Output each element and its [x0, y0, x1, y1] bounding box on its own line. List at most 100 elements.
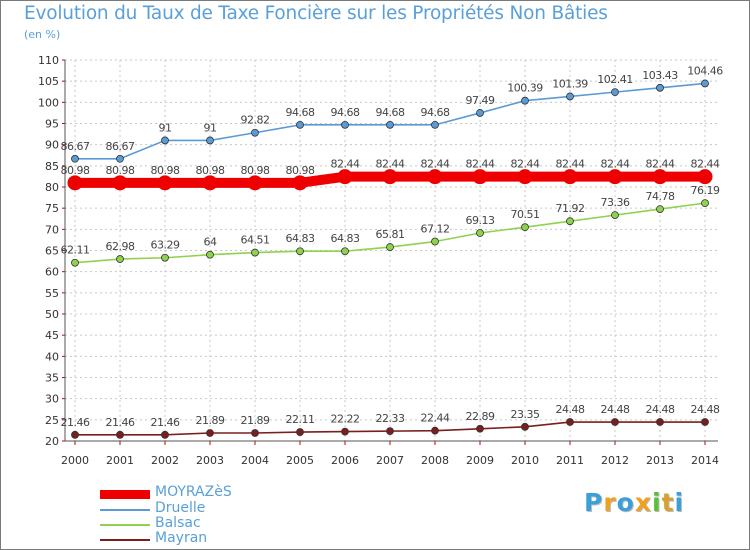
- y-tick-label-100: 100: [38, 96, 59, 109]
- point-druelle-2001: [116, 154, 124, 163]
- data-label-druelle-2012: 102.41: [597, 73, 633, 86]
- point-balsac-2002: [161, 253, 169, 262]
- point-balsac-2006: [341, 247, 349, 256]
- x-tick-label-2009: 2009: [466, 454, 494, 467]
- y-tick-label-20: 20: [45, 435, 59, 448]
- series-points: [67, 79, 713, 439]
- logo-letter-2: o: [616, 488, 635, 517]
- data-label-balsac-2002: 63.29: [151, 239, 180, 252]
- data-label-moyrazès-2009: 82.44: [466, 158, 495, 171]
- data-label-mayran-2003: 21.89: [196, 414, 225, 427]
- x-tick-label-2013: 2013: [646, 454, 674, 467]
- point-druelle-2007: [386, 120, 394, 129]
- data-label-moyrazès-2010: 82.44: [511, 158, 540, 171]
- proxiti-logo: Proxiti: [584, 488, 684, 517]
- data-label-balsac-2009: 69.13: [466, 214, 495, 227]
- data-label-balsac-2006: 64.83: [331, 232, 360, 245]
- data-label-moyrazès-2007: 82.44: [376, 158, 405, 171]
- data-label-balsac-2007: 65.81: [376, 228, 405, 241]
- legend-swatch-mayran: [100, 539, 150, 541]
- data-label-moyrazès-2005: 80.98: [286, 164, 315, 177]
- y-tick-label-25: 25: [45, 414, 59, 427]
- y-tick-label-90: 90: [45, 139, 59, 152]
- data-label-druelle-2010: 100.39: [507, 82, 543, 95]
- logo-letter-4: i: [652, 488, 662, 517]
- logo-letter-3: x: [634, 488, 652, 517]
- data-label-mayran-2012: 24.48: [601, 403, 630, 416]
- point-moyrazès-2003: [202, 175, 218, 191]
- data-label-balsac-2008: 67.12: [421, 223, 450, 236]
- legend-swatch-druelle: [100, 509, 150, 511]
- y-tick-label-110: 110: [38, 54, 59, 67]
- point-moyrazès-2010: [517, 169, 533, 185]
- legend-label-mayran: Mayran: [155, 530, 208, 546]
- x-tick-label-2005: 2005: [286, 454, 314, 467]
- data-label-moyrazès-2014: 82.44: [691, 158, 720, 171]
- data-label-druelle-2014: 104.46: [687, 64, 723, 77]
- point-moyrazès-2002: [157, 175, 173, 191]
- data-label-mayran-2007: 22.33: [376, 412, 405, 425]
- data-label-druelle-2001: 86.67: [106, 140, 135, 153]
- y-tick-label-60: 60: [45, 266, 59, 279]
- y-tick-label-85: 85: [45, 160, 59, 173]
- point-balsac-2001: [116, 255, 124, 263]
- y-tick-label-30: 30: [45, 393, 59, 406]
- point-mayran-2001: [116, 430, 124, 439]
- data-label-moyrazès-2006: 82.44: [331, 158, 360, 171]
- y-tick-label-45: 45: [45, 329, 59, 342]
- point-moyrazès-2011: [562, 169, 578, 185]
- point-mayran-2013: [656, 418, 664, 426]
- point-druelle-2009: [476, 109, 484, 117]
- point-moyrazès-2008: [427, 169, 443, 185]
- x-tick-label-2014: 2014: [691, 454, 719, 467]
- x-tick-label-2010: 2010: [511, 454, 539, 467]
- point-druelle-2002: [161, 136, 169, 145]
- logo-letter-5: t: [661, 488, 675, 517]
- data-label-druelle-2011: 101.39: [552, 77, 588, 90]
- x-tick-label-2008: 2008: [421, 454, 449, 467]
- point-druelle-2014: [701, 79, 709, 88]
- point-moyrazès-2013: [652, 169, 668, 185]
- data-label-mayran-2014: 24.48: [691, 403, 720, 416]
- data-label-mayran-2011: 24.48: [556, 403, 585, 416]
- data-label-druelle-2003: 91: [204, 121, 217, 134]
- data-label-mayran-2004: 21.89: [241, 414, 270, 427]
- point-balsac-2010: [521, 223, 529, 232]
- data-label-druelle-2008: 94.68: [421, 106, 450, 119]
- data-label-druelle-2009: 97.49: [466, 94, 495, 107]
- point-balsac-2009: [476, 229, 484, 237]
- point-druelle-2013: [656, 83, 664, 92]
- x-tick-label-2006: 2006: [331, 454, 359, 467]
- point-druelle-2010: [521, 96, 529, 105]
- data-label-mayran-2005: 22.11: [286, 413, 315, 426]
- y-tick-label-80: 80: [45, 181, 59, 194]
- chart-unit: (en %): [24, 28, 61, 41]
- data-label-mayran-2001: 21.46: [106, 416, 135, 429]
- data-label-mayran-2008: 22.44: [421, 412, 450, 425]
- data-label-mayran-2002: 21.46: [151, 416, 180, 429]
- data-label-moyrazès-2004: 80.98: [241, 164, 270, 177]
- x-tick-label-2004: 2004: [241, 454, 269, 467]
- chart-title: Evolution du Taux de Taxe Foncière sur l…: [24, 3, 608, 24]
- x-tick-label-2001: 2001: [106, 454, 134, 467]
- data-label-druelle-2002: 91: [159, 121, 172, 134]
- y-tick-label-40: 40: [45, 350, 59, 363]
- data-label-balsac-2014: 76.19: [691, 184, 720, 197]
- data-label-moyrazès-2008: 82.44: [421, 158, 450, 171]
- point-mayran-2007: [386, 427, 394, 436]
- x-tick-label-2003: 2003: [196, 454, 224, 467]
- point-balsac-2012: [611, 211, 619, 220]
- data-label-balsac-2012: 73.36: [601, 196, 630, 209]
- point-balsac-2007: [386, 243, 394, 251]
- data-label-moyrazès-2013: 82.44: [646, 158, 675, 171]
- data-label-balsac-2013: 74.78: [646, 190, 675, 203]
- y-tick-label-75: 75: [45, 202, 59, 215]
- point-mayran-2005: [296, 428, 304, 436]
- point-mayran-2008: [431, 426, 439, 435]
- data-label-balsac-2004: 64.51: [241, 234, 270, 247]
- point-mayran-2002: [161, 430, 169, 439]
- legend-swatch-balsac: [100, 524, 150, 526]
- point-moyrazès-2009: [472, 169, 488, 185]
- point-mayran-2004: [251, 429, 259, 437]
